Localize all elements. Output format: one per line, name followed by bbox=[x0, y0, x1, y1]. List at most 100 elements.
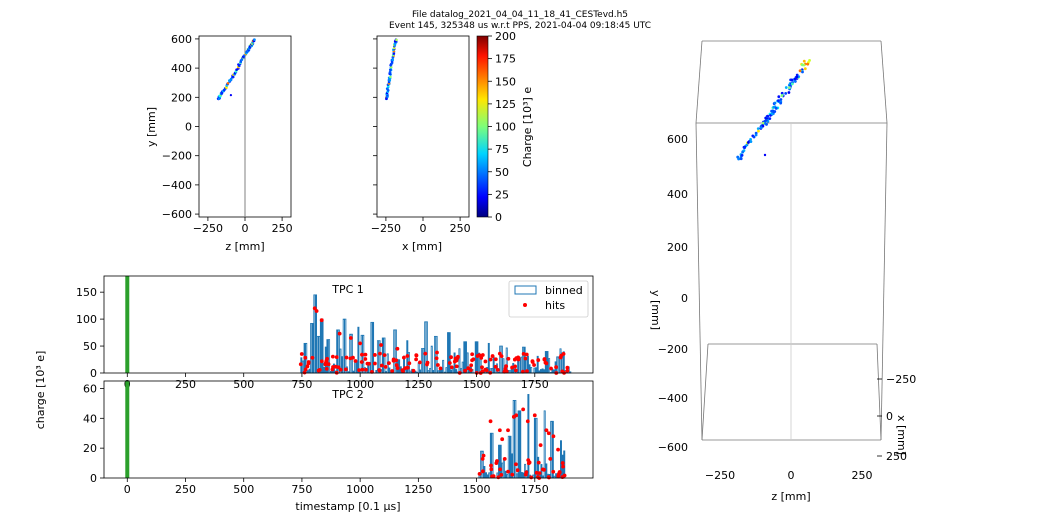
3d-hit bbox=[768, 117, 772, 121]
tpc1-hit-point bbox=[338, 367, 343, 372]
3d-hit bbox=[777, 99, 780, 103]
xy-hit bbox=[395, 38, 398, 42]
legend-hits-swatch bbox=[523, 303, 527, 307]
tpc2-bin bbox=[517, 410, 520, 479]
tpc1-hit-point bbox=[542, 357, 547, 361]
tpc2-bin bbox=[545, 463, 548, 479]
tpc2-hit-point bbox=[480, 469, 485, 474]
tpc2-hit-point bbox=[506, 428, 510, 433]
zy-ylabel: y [mm] bbox=[145, 107, 158, 147]
tpc1-hit-point bbox=[425, 360, 430, 365]
tpc1-ytick-label: 150 bbox=[76, 286, 97, 299]
3d-hit bbox=[770, 109, 773, 113]
tpc1-hit-point bbox=[483, 359, 488, 364]
tpc2-hit-point bbox=[551, 434, 556, 439]
tpc1-hit-point bbox=[407, 361, 412, 366]
tpc1-hit-point bbox=[348, 336, 353, 340]
tpc1-bin bbox=[535, 367, 538, 374]
tpc1-bin bbox=[321, 318, 324, 374]
tpc1-bin bbox=[393, 329, 396, 374]
tpc1-bin bbox=[447, 332, 450, 374]
3d-hit bbox=[795, 75, 799, 79]
tpc1-hit-point bbox=[536, 358, 541, 362]
tpc1-hit-point bbox=[521, 352, 526, 356]
tpc1-hit-point bbox=[330, 367, 335, 372]
tpc1-hit-point bbox=[434, 356, 439, 361]
3d-hit bbox=[743, 146, 746, 150]
tpc1-hit-point bbox=[479, 356, 484, 360]
tpc1-bin bbox=[517, 359, 520, 374]
tpc1-axes-frame bbox=[103, 275, 594, 374]
tpc2-bin bbox=[519, 410, 522, 479]
3d-ztick-label: −250 bbox=[886, 373, 916, 386]
xy-xtick-label: 0 bbox=[420, 222, 427, 235]
tpc1-bin bbox=[463, 341, 466, 374]
3d-hit bbox=[779, 101, 783, 105]
colorbar-tick-label: 200 bbox=[495, 30, 516, 43]
tpc1-bin bbox=[429, 368, 432, 374]
tpc2-bin bbox=[520, 472, 523, 479]
tpc1-hit-point bbox=[530, 360, 535, 364]
tpc1-hit-point bbox=[504, 364, 509, 369]
tpc1-bin bbox=[539, 369, 542, 374]
tpc2-title: TPC 2 bbox=[331, 388, 364, 401]
tpc1-bin bbox=[328, 339, 331, 374]
3d-hit bbox=[787, 91, 791, 94]
3d-hit bbox=[780, 94, 784, 97]
tpc2-hit-point bbox=[510, 472, 515, 477]
tpc1-hit-point bbox=[480, 365, 484, 370]
tpc1-bin bbox=[315, 294, 317, 374]
tpc2-xlabel: timestamp [0.1 μs] bbox=[295, 500, 400, 513]
tpc1-hit-point bbox=[395, 346, 400, 351]
tpc2-bin bbox=[515, 473, 518, 479]
tpc2-bin bbox=[527, 394, 530, 479]
tpc1-hit-point bbox=[506, 356, 511, 361]
tpc1-histogram: 02505007501000125015001750050100150 TPC … bbox=[76, 275, 594, 391]
tpc1-hit-point bbox=[488, 357, 493, 362]
3d-hit bbox=[772, 105, 776, 109]
tpc2-bin bbox=[537, 456, 540, 479]
tpc2-bin bbox=[509, 435, 512, 479]
tpc1-hit-point bbox=[303, 367, 308, 372]
tpc1-hit-point bbox=[299, 352, 304, 356]
3d-hit bbox=[790, 78, 794, 82]
xy-xtick-label: −250 bbox=[371, 222, 401, 235]
tpc1-hit-point bbox=[543, 360, 548, 365]
tpc2-xtick-label: 750 bbox=[291, 483, 312, 496]
tpc1-bin bbox=[319, 318, 322, 374]
tpc1-xtick-label: 1500 bbox=[463, 378, 491, 391]
tpc1-hit-point bbox=[324, 366, 329, 371]
tpc1-bin bbox=[528, 364, 531, 374]
tpc1-hit-point bbox=[401, 355, 406, 360]
tpc1-hit-point bbox=[379, 343, 383, 347]
tpc2-hit-point bbox=[546, 431, 551, 436]
colorbar-gradient bbox=[476, 35, 489, 218]
3d-hit bbox=[741, 150, 745, 154]
tpc1-hit-point bbox=[454, 364, 459, 369]
tpc1-bin bbox=[430, 345, 433, 374]
zy-xlabel: z [mm] bbox=[225, 240, 264, 253]
tpc1-hit-point bbox=[305, 364, 310, 369]
zy-ytick-label: 400 bbox=[171, 62, 192, 75]
3d-hit bbox=[752, 135, 756, 139]
tpc2-hit-point bbox=[547, 475, 551, 480]
tpc1-bin bbox=[354, 360, 357, 374]
xy-projection-plot: −250 0 250 x [mm] bbox=[371, 35, 471, 253]
3d-ytick-label: 200 bbox=[667, 241, 688, 254]
tpc1-hit-point bbox=[510, 365, 515, 370]
zy-isolated-hit bbox=[229, 94, 233, 97]
xy-hit bbox=[389, 75, 392, 79]
tpc2-hit-point bbox=[499, 472, 504, 477]
tpc1-hit-point bbox=[423, 351, 428, 356]
tpc2-hit-point bbox=[496, 475, 501, 480]
3d-ztick-label: 250 bbox=[886, 450, 907, 463]
3d-hit bbox=[808, 59, 811, 62]
3d-hit bbox=[756, 127, 760, 131]
tpc2-ytick-label: 40 bbox=[83, 412, 97, 425]
tpc2-hit-point bbox=[477, 471, 482, 476]
colorbar-tick-label: 75 bbox=[495, 143, 509, 156]
tpc1-bin bbox=[522, 346, 525, 374]
tpc2-xtick-label: 0 bbox=[124, 483, 131, 496]
tpc2-hit-point bbox=[480, 456, 485, 461]
